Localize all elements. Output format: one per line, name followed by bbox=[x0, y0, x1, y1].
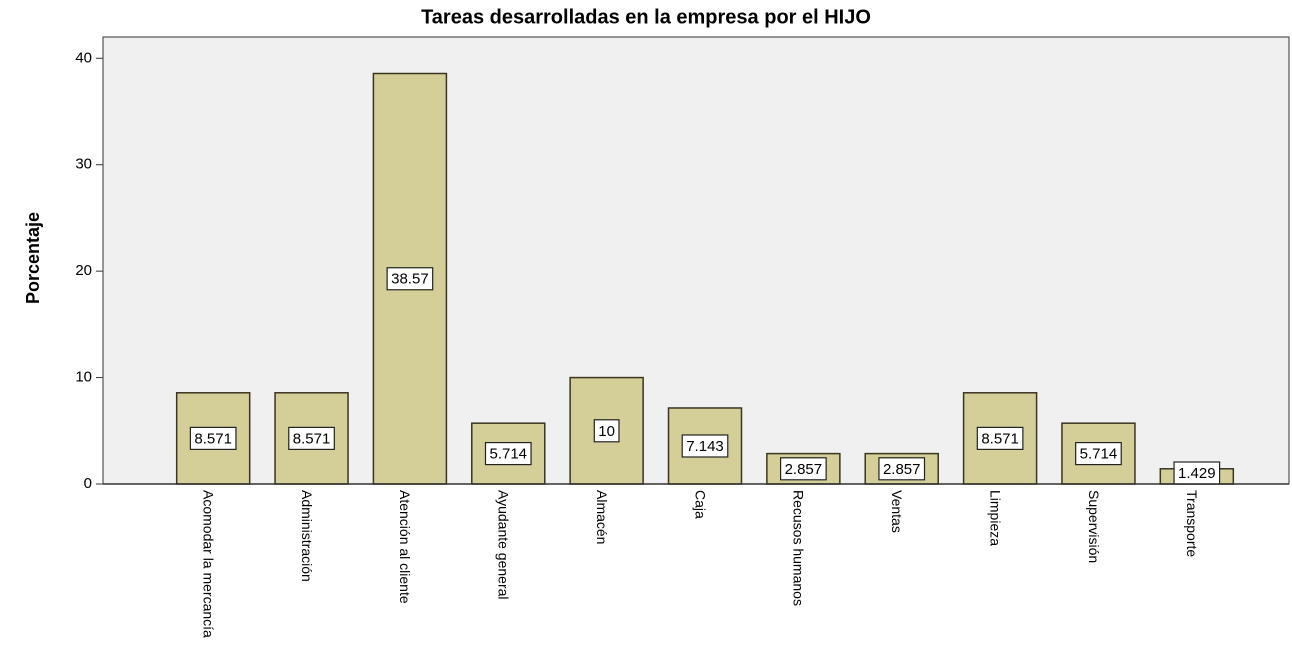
y-axis-title: Porcentaje bbox=[23, 212, 43, 304]
x-tick-label: Acomodar la mercancía bbox=[200, 490, 216, 638]
value-label-box bbox=[386, 267, 434, 291]
value-label-box bbox=[878, 457, 926, 481]
value-label-box bbox=[593, 419, 620, 443]
value-label: 7.143 bbox=[686, 438, 724, 455]
x-tick-label: Transporte bbox=[1184, 490, 1200, 557]
x-tick-label: Supervisión bbox=[1086, 490, 1102, 563]
y-tick-label: 20 bbox=[75, 262, 92, 279]
x-tick-label: Ayudante general bbox=[496, 490, 512, 600]
chart-title: Tareas desarrolladas en la empresa por e… bbox=[421, 6, 871, 28]
value-label-box bbox=[484, 441, 532, 466]
x-tick-label: Administración bbox=[299, 490, 315, 582]
y-tick-label: 0 bbox=[84, 475, 92, 492]
value-label: 8.571 bbox=[293, 430, 331, 447]
value-label: 8.571 bbox=[194, 430, 232, 447]
value-label: 5.714 bbox=[1080, 446, 1118, 463]
value-label-box bbox=[288, 426, 335, 450]
value-label-box bbox=[681, 434, 729, 458]
y-tick-label: 30 bbox=[75, 156, 92, 173]
x-tick-label: Recusos humanos bbox=[791, 490, 807, 606]
value-label-box bbox=[976, 426, 1024, 450]
value-label: 8.571 bbox=[981, 430, 1019, 447]
value-label: 2.857 bbox=[785, 461, 823, 478]
y-tick-label: 40 bbox=[75, 49, 92, 66]
value-label-box bbox=[1075, 441, 1122, 466]
value-label-box bbox=[779, 457, 827, 481]
value-label: 1.429 bbox=[1178, 465, 1216, 482]
x-tick-label: Almacén bbox=[594, 490, 610, 544]
value-label-box bbox=[189, 426, 237, 450]
x-tick-label: Caja bbox=[692, 490, 708, 519]
value-label: 5.714 bbox=[489, 446, 527, 463]
value-label: 10 bbox=[598, 423, 615, 440]
x-tick-label: Limpieza bbox=[987, 490, 1003, 546]
x-tick-label: Ventas bbox=[889, 490, 905, 533]
x-tick-label: Atención al cliente bbox=[397, 490, 413, 604]
value-label: 2.857 bbox=[883, 461, 921, 478]
y-tick-label: 10 bbox=[75, 369, 92, 386]
value-label: 38.57 bbox=[391, 271, 429, 288]
